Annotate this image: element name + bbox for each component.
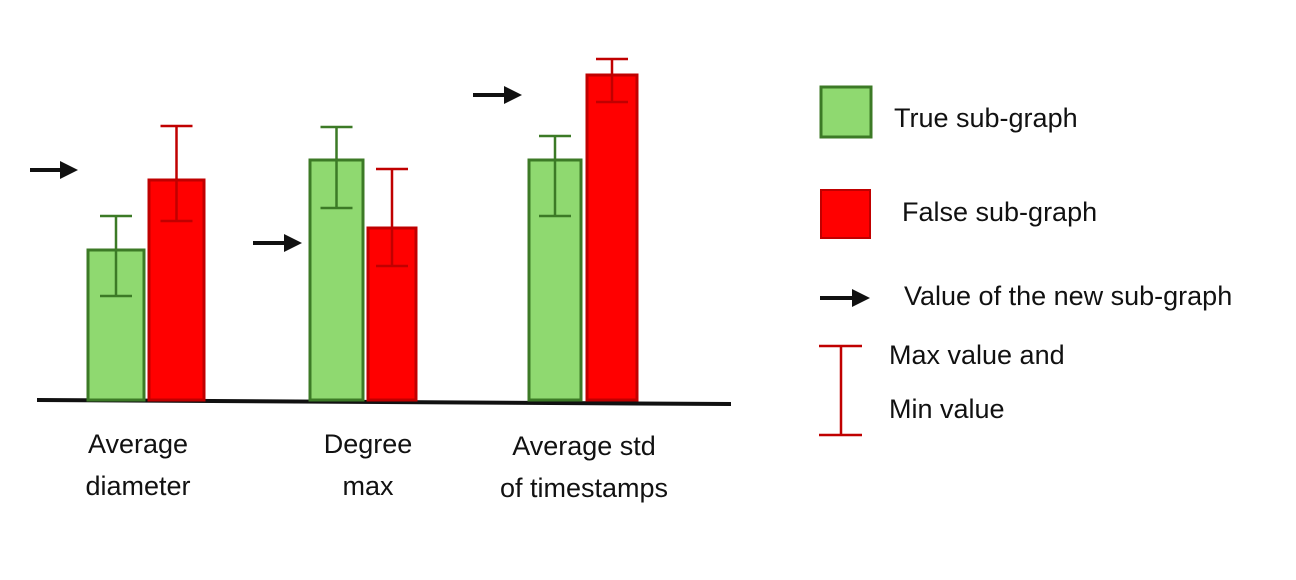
arrow-head-icon bbox=[60, 161, 78, 179]
new-value-arrow-3 bbox=[473, 86, 522, 104]
category-label-line: of timestamps bbox=[499, 473, 669, 503]
error-bar-true-3 bbox=[539, 134, 571, 218]
legend-error-bar-icon bbox=[819, 344, 862, 437]
legend-swatch-false bbox=[820, 189, 871, 239]
legend-label-true: True sub-graph bbox=[894, 103, 1078, 133]
category-label-line: diameter bbox=[85, 471, 191, 501]
arrow-head-icon bbox=[284, 234, 302, 252]
category-label-line: Degree bbox=[323, 429, 413, 459]
category-label-average-std: Average std of timestamps bbox=[474, 425, 694, 509]
new-value-arrow-1 bbox=[30, 161, 78, 179]
legend-label-range-1: Max value and bbox=[889, 340, 1065, 370]
legend-label-range-2: Min value bbox=[889, 394, 1005, 424]
error-bar-false-1 bbox=[160, 124, 193, 223]
legend-layer bbox=[819, 85, 873, 437]
category-label-line: max bbox=[342, 471, 394, 501]
new-value-arrow-2 bbox=[253, 234, 302, 252]
legend-label-false: False sub-graph bbox=[902, 197, 1098, 227]
bar-false-3 bbox=[585, 73, 639, 402]
category-label-degree-max: Degree max bbox=[288, 423, 448, 507]
bars-layer bbox=[30, 57, 639, 402]
error-bar-true-1 bbox=[100, 214, 132, 298]
category-label-average-diameter: Average diameter bbox=[58, 423, 218, 507]
legend-swatch-true bbox=[819, 85, 873, 139]
legend-arrow-icon bbox=[820, 289, 870, 307]
error-bar-false-2 bbox=[376, 167, 408, 268]
category-label-line: Average std bbox=[512, 431, 656, 461]
error-bar-true-2 bbox=[320, 125, 353, 210]
arrow-head-icon bbox=[504, 86, 522, 104]
arrow-head-icon bbox=[852, 289, 870, 307]
category-label-line: Average bbox=[87, 429, 189, 459]
error-bar-false-3 bbox=[596, 57, 628, 104]
legend-label-arrow: Value of the new sub-graph bbox=[904, 281, 1233, 311]
